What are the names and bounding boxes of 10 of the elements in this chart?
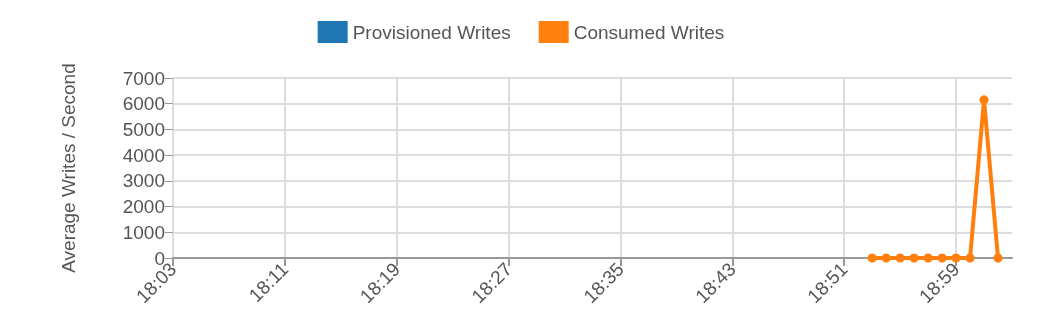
y-tick-label: 6000 — [122, 93, 165, 115]
y-tick-label: 4000 — [122, 144, 165, 166]
y-axis-title: Average Writes / Second — [58, 63, 79, 273]
y-tick-label: 3000 — [122, 170, 165, 192]
y-tick-label: 7000 — [122, 67, 165, 89]
legend-label: Consumed Writes — [573, 21, 725, 43]
legend-label: Provisioned Writes — [352, 21, 511, 43]
y-tick-label: 2000 — [122, 196, 165, 218]
y-tick-label: 1000 — [122, 221, 165, 243]
y-tick-label: 5000 — [122, 118, 165, 140]
